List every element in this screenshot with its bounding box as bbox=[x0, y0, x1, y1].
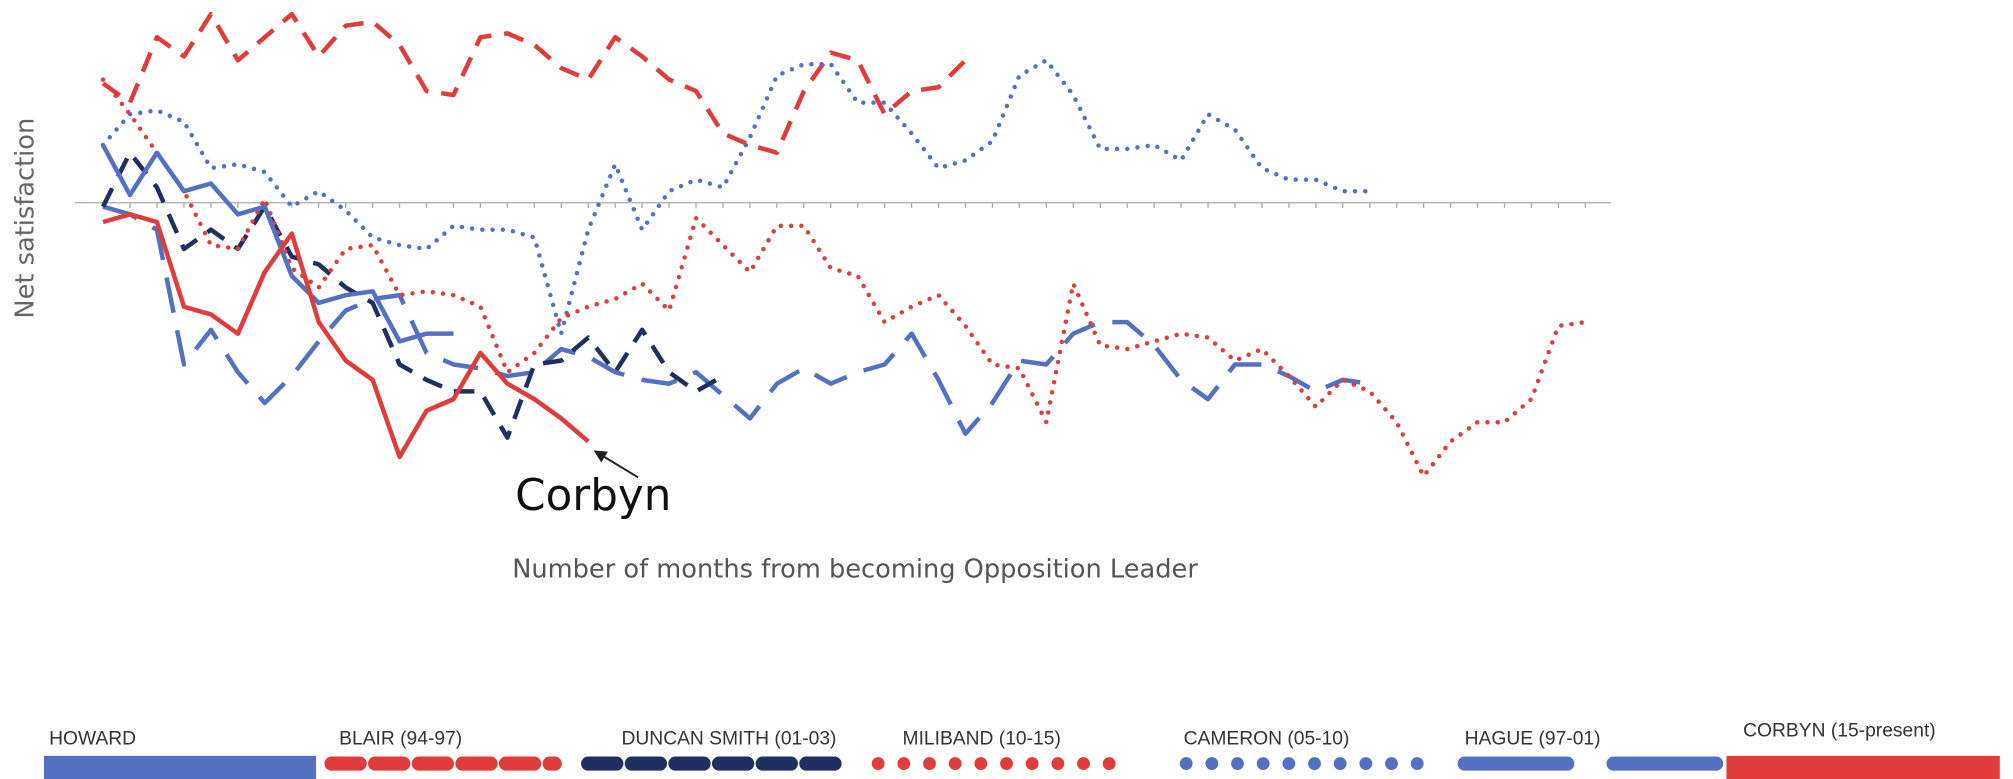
legend-label: MILIBAND (10-15) bbox=[903, 728, 1061, 749]
y-axis-label: Net satisfaction bbox=[11, 118, 41, 319]
legend-label: HOWARD bbox=[49, 728, 136, 749]
series-line bbox=[100, 58, 1372, 336]
series-line bbox=[101, 143, 454, 344]
annotation-arrow bbox=[593, 450, 639, 479]
annotation: Corbyn bbox=[515, 471, 671, 521]
legend-label: CORBYN (15-present) bbox=[1743, 721, 1936, 742]
legend-label: CAMERON (05-10) bbox=[1184, 728, 1350, 749]
series-line bbox=[102, 204, 1371, 437]
series-line bbox=[102, 212, 590, 460]
legend-label: DUNCAN SMITH (01-03) bbox=[621, 728, 836, 749]
series-line bbox=[101, 11, 968, 155]
x-axis-label: Number of months from becoming Oppositio… bbox=[512, 554, 1198, 584]
legend-label: BLAIR (94-97) bbox=[339, 728, 462, 749]
series-line bbox=[101, 150, 725, 440]
legend-label: HAGUE (97-01) bbox=[1465, 728, 1601, 749]
series-line bbox=[100, 77, 1588, 479]
